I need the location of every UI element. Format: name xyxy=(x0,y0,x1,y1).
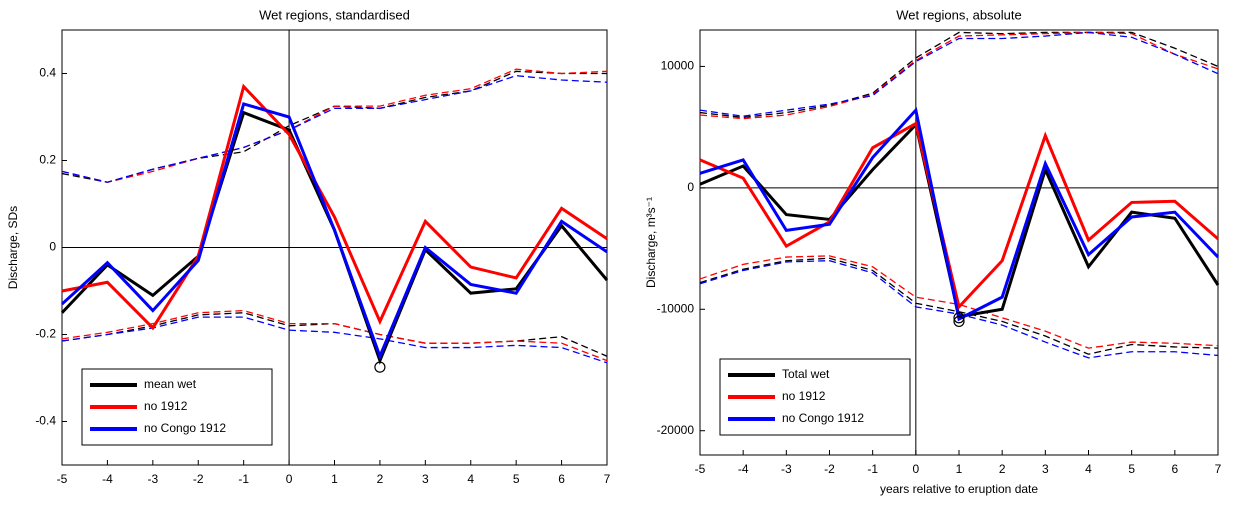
x-tick-label: -1 xyxy=(867,462,878,476)
x-tick-label: 3 xyxy=(1042,462,1049,476)
x-tick-label: 5 xyxy=(513,472,520,486)
x-tick-label: 6 xyxy=(1171,462,1178,476)
y-tick-label: 0.2 xyxy=(39,153,56,167)
bound-line xyxy=(61,68,608,183)
bound-line xyxy=(699,31,1219,120)
series-line xyxy=(61,83,608,331)
x-tick-label: 5 xyxy=(1128,462,1135,476)
circle-marker xyxy=(953,315,965,328)
series-line xyxy=(699,121,1219,310)
circle-marker xyxy=(953,312,965,324)
x-tick-label: 6 xyxy=(558,472,565,486)
x-tick-label: 4 xyxy=(1085,462,1092,476)
x-tick-label: 3 xyxy=(422,472,429,486)
y-tick-label: 0 xyxy=(49,240,56,254)
x-tick-label: -2 xyxy=(824,462,835,476)
x-tick-label: 7 xyxy=(1215,462,1222,476)
y-axis-label: Discharge, SDs xyxy=(6,206,20,289)
y-tick-label: -10000 xyxy=(657,301,695,315)
x-tick-label: 0 xyxy=(912,462,919,476)
legend-label: mean wet xyxy=(144,377,197,391)
legend-label: no 1912 xyxy=(782,389,826,403)
y-tick-label: -0.4 xyxy=(35,414,56,428)
x-tick-label: 2 xyxy=(999,462,1006,476)
bound-line xyxy=(699,31,1219,117)
panel: Wet regions, absolute Discharge, m³s⁻¹ yea… xyxy=(644,7,1221,496)
y-tick-label: 10000 xyxy=(661,59,695,73)
x-tick-label: 7 xyxy=(604,472,611,486)
bound-line xyxy=(61,309,608,362)
x-tick-label: -4 xyxy=(738,462,749,476)
bound-line xyxy=(61,75,608,183)
panel: Wet regions, standardised Discharge, SDs -… xyxy=(6,7,610,486)
x-tick-label: -4 xyxy=(102,472,113,486)
legend-label: no 1912 xyxy=(144,399,188,413)
chart-title: Wet regions, absolute xyxy=(896,7,1022,22)
x-tick-label: -5 xyxy=(57,472,68,486)
series-line xyxy=(699,121,1220,319)
bound-line xyxy=(61,70,607,183)
x-tick-label: 0 xyxy=(286,472,293,486)
bound-line xyxy=(699,255,1219,349)
y-tick-label: 0.4 xyxy=(39,66,56,80)
y-tick-label: -20000 xyxy=(657,423,695,437)
series-line xyxy=(699,106,1220,322)
y-tick-label: -0.2 xyxy=(35,327,56,341)
series-line xyxy=(60,102,608,361)
legend-label: Total wet xyxy=(782,367,830,381)
x-tick-label: -5 xyxy=(695,462,706,476)
chart-title: Wet regions, standardised xyxy=(259,7,410,22)
x-tick-label: 4 xyxy=(467,472,474,486)
y-tick-label: 0 xyxy=(687,180,694,194)
x-tick-label: 1 xyxy=(956,462,963,476)
x-tick-label: 1 xyxy=(331,472,338,486)
x-tick-label: 2 xyxy=(377,472,384,486)
bound-line xyxy=(699,260,1219,359)
x-tick-label: -3 xyxy=(147,472,158,486)
x-tick-label: -3 xyxy=(781,462,792,476)
x-tick-label: -1 xyxy=(238,472,249,486)
legend-label: no Congo 1912 xyxy=(782,411,864,425)
circle-marker xyxy=(374,361,386,373)
bound-line xyxy=(699,31,1219,119)
legend-label: no Congo 1912 xyxy=(144,421,226,435)
x-axis-label: years relative to eruption date xyxy=(880,482,1038,496)
x-tick-label: -2 xyxy=(193,472,204,486)
y-axis-label: Discharge, m³s⁻¹ xyxy=(644,197,658,288)
